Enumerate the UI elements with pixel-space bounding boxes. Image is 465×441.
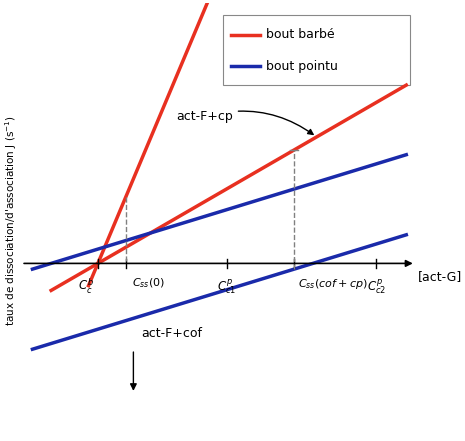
Text: $C_{c2}^p$: $C_{c2}^p$: [367, 277, 386, 296]
Text: taux de dissociation/d'association J (s$^{-1}$): taux de dissociation/d'association J (s$…: [3, 115, 19, 326]
FancyBboxPatch shape: [223, 15, 410, 86]
Text: act-F+cof: act-F+cof: [141, 326, 202, 340]
Text: $C_{c1}^p$: $C_{c1}^p$: [217, 277, 237, 296]
Text: $C_{ss}(cof+cp)$: $C_{ss}(cof+cp)$: [298, 277, 367, 291]
Text: bout barbé: bout barbé: [266, 28, 335, 41]
Text: $C_{ss}(0)$: $C_{ss}(0)$: [132, 277, 165, 290]
Text: [act-G]: [act-G]: [418, 270, 462, 283]
Text: bout pointu: bout pointu: [266, 60, 338, 73]
Text: act-F+cp: act-F+cp: [176, 110, 313, 135]
Text: $C_c^b$: $C_c^b$: [78, 277, 94, 296]
